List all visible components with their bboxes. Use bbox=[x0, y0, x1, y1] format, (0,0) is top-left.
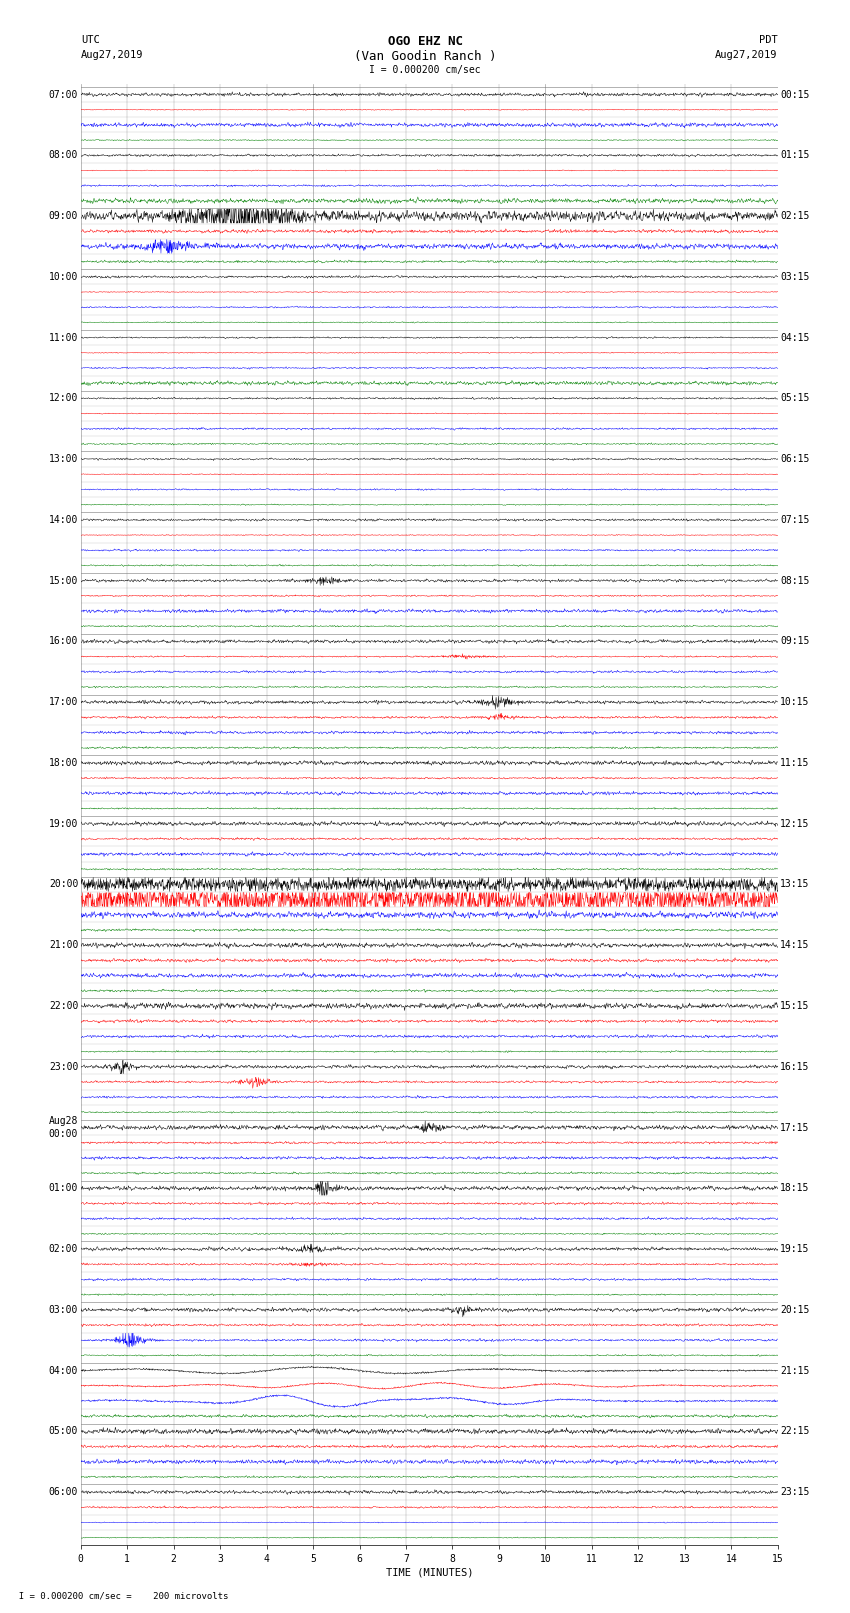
Text: 08:00: 08:00 bbox=[48, 150, 78, 160]
Text: 15:15: 15:15 bbox=[780, 1002, 810, 1011]
Text: 04:00: 04:00 bbox=[48, 1366, 78, 1376]
Text: 06:15: 06:15 bbox=[780, 455, 810, 465]
Text: 23:15: 23:15 bbox=[780, 1487, 810, 1497]
Text: 07:00: 07:00 bbox=[48, 89, 78, 100]
Text: (Van Goodin Ranch ): (Van Goodin Ranch ) bbox=[354, 50, 496, 63]
Text: 15:00: 15:00 bbox=[48, 576, 78, 586]
Text: 09:15: 09:15 bbox=[780, 637, 810, 647]
Text: 18:00: 18:00 bbox=[48, 758, 78, 768]
Text: 05:00: 05:00 bbox=[48, 1426, 78, 1436]
Text: 22:15: 22:15 bbox=[780, 1426, 810, 1436]
Text: 19:00: 19:00 bbox=[48, 819, 78, 829]
Text: 04:15: 04:15 bbox=[780, 332, 810, 342]
Text: 06:00: 06:00 bbox=[48, 1487, 78, 1497]
Text: 18:15: 18:15 bbox=[780, 1184, 810, 1194]
Text: 03:15: 03:15 bbox=[780, 273, 810, 282]
Text: 08:15: 08:15 bbox=[780, 576, 810, 586]
Text: 10:00: 10:00 bbox=[48, 273, 78, 282]
Text: I = 0.000200 cm/sec =    200 microvolts: I = 0.000200 cm/sec = 200 microvolts bbox=[8, 1590, 229, 1600]
Text: 12:00: 12:00 bbox=[48, 394, 78, 403]
Text: 13:00: 13:00 bbox=[48, 455, 78, 465]
Text: 22:00: 22:00 bbox=[48, 1002, 78, 1011]
Text: 09:00: 09:00 bbox=[48, 211, 78, 221]
Text: 21:00: 21:00 bbox=[48, 940, 78, 950]
Text: 23:00: 23:00 bbox=[48, 1061, 78, 1071]
Text: 20:15: 20:15 bbox=[780, 1305, 810, 1315]
Text: Aug27,2019: Aug27,2019 bbox=[715, 50, 778, 60]
Text: UTC: UTC bbox=[81, 35, 99, 45]
Text: 13:15: 13:15 bbox=[780, 879, 810, 889]
Text: 17:00: 17:00 bbox=[48, 697, 78, 706]
Text: 02:00: 02:00 bbox=[48, 1244, 78, 1253]
Text: 00:00: 00:00 bbox=[48, 1129, 78, 1139]
Text: 07:15: 07:15 bbox=[780, 515, 810, 524]
Text: 11:15: 11:15 bbox=[780, 758, 810, 768]
Text: 19:15: 19:15 bbox=[780, 1244, 810, 1253]
Text: 16:00: 16:00 bbox=[48, 637, 78, 647]
Text: Aug28: Aug28 bbox=[48, 1116, 78, 1126]
Text: 14:15: 14:15 bbox=[780, 940, 810, 950]
Text: 00:15: 00:15 bbox=[780, 89, 810, 100]
Text: 17:15: 17:15 bbox=[780, 1123, 810, 1132]
X-axis label: TIME (MINUTES): TIME (MINUTES) bbox=[386, 1568, 473, 1578]
Text: OGO EHZ NC: OGO EHZ NC bbox=[388, 35, 462, 48]
Text: 01:00: 01:00 bbox=[48, 1184, 78, 1194]
Text: 05:15: 05:15 bbox=[780, 394, 810, 403]
Text: 10:15: 10:15 bbox=[780, 697, 810, 706]
Text: 01:15: 01:15 bbox=[780, 150, 810, 160]
Text: 02:15: 02:15 bbox=[780, 211, 810, 221]
Text: PDT: PDT bbox=[759, 35, 778, 45]
Text: Aug27,2019: Aug27,2019 bbox=[81, 50, 144, 60]
Text: 11:00: 11:00 bbox=[48, 332, 78, 342]
Text: 03:00: 03:00 bbox=[48, 1305, 78, 1315]
Text: 16:15: 16:15 bbox=[780, 1061, 810, 1071]
Text: 20:00: 20:00 bbox=[48, 879, 78, 889]
Text: 21:15: 21:15 bbox=[780, 1366, 810, 1376]
Text: 14:00: 14:00 bbox=[48, 515, 78, 524]
Text: 12:15: 12:15 bbox=[780, 819, 810, 829]
Text: I = 0.000200 cm/sec: I = 0.000200 cm/sec bbox=[369, 65, 481, 74]
